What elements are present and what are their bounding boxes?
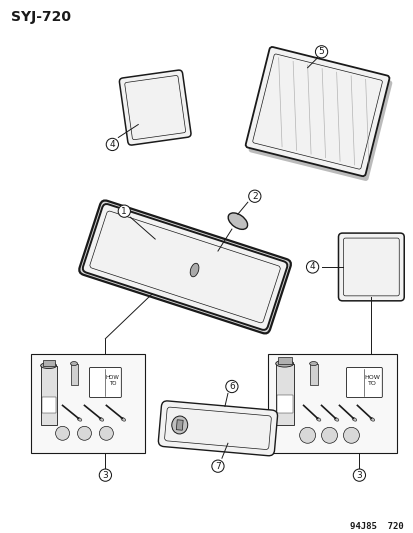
- Ellipse shape: [190, 263, 198, 277]
- Text: HOW
TO: HOW TO: [363, 375, 380, 386]
- Text: 4: 4: [309, 262, 315, 271]
- Bar: [70, 364, 77, 385]
- FancyBboxPatch shape: [83, 204, 287, 330]
- FancyBboxPatch shape: [245, 47, 389, 176]
- FancyBboxPatch shape: [338, 233, 403, 301]
- Ellipse shape: [171, 416, 187, 434]
- FancyBboxPatch shape: [119, 70, 190, 145]
- Circle shape: [99, 426, 113, 440]
- Text: 3: 3: [356, 471, 361, 480]
- FancyBboxPatch shape: [158, 401, 277, 456]
- Text: 2: 2: [252, 192, 257, 201]
- Text: 3: 3: [102, 471, 108, 480]
- Bar: [176, 420, 183, 430]
- FancyBboxPatch shape: [346, 368, 381, 398]
- Text: 6: 6: [228, 382, 234, 391]
- Bar: [31, 353, 145, 453]
- Ellipse shape: [369, 417, 374, 421]
- Ellipse shape: [70, 361, 77, 366]
- Ellipse shape: [351, 417, 356, 421]
- Bar: [40, 366, 57, 425]
- Text: SYJ-720: SYJ-720: [11, 10, 71, 24]
- Bar: [276, 395, 292, 414]
- Ellipse shape: [40, 362, 57, 368]
- Ellipse shape: [333, 417, 338, 421]
- Ellipse shape: [121, 417, 125, 421]
- Bar: [277, 357, 291, 364]
- Circle shape: [55, 426, 69, 440]
- Bar: [275, 364, 293, 425]
- Bar: [43, 360, 55, 366]
- FancyBboxPatch shape: [248, 52, 392, 181]
- Circle shape: [299, 427, 315, 443]
- Circle shape: [343, 427, 358, 443]
- Circle shape: [321, 427, 337, 443]
- Ellipse shape: [275, 360, 293, 367]
- Ellipse shape: [309, 361, 317, 366]
- Circle shape: [77, 426, 91, 440]
- Ellipse shape: [228, 213, 247, 229]
- FancyBboxPatch shape: [89, 368, 121, 398]
- Bar: [267, 353, 396, 453]
- Ellipse shape: [99, 417, 103, 421]
- Text: HOW
TO: HOW TO: [105, 375, 119, 386]
- Text: 4: 4: [109, 140, 115, 149]
- Text: 94J85  720: 94J85 720: [350, 522, 403, 531]
- Text: 5: 5: [318, 47, 324, 56]
- FancyBboxPatch shape: [79, 200, 290, 334]
- Text: 7: 7: [215, 462, 220, 471]
- Ellipse shape: [77, 417, 82, 421]
- Bar: [309, 364, 317, 385]
- Ellipse shape: [316, 417, 320, 421]
- Text: 1: 1: [121, 207, 127, 216]
- Bar: [42, 398, 55, 414]
